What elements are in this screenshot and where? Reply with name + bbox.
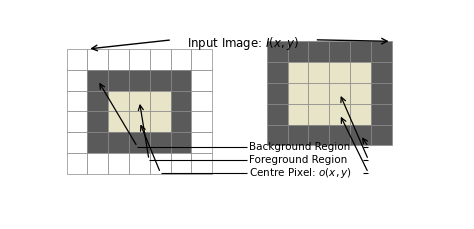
Bar xyxy=(129,112,150,132)
Bar xyxy=(267,125,288,145)
Bar xyxy=(129,49,150,70)
Text: Background Region: Background Region xyxy=(249,142,350,152)
Bar xyxy=(171,132,191,153)
Bar xyxy=(108,112,129,132)
Bar xyxy=(288,83,309,104)
Bar xyxy=(129,132,150,153)
Bar xyxy=(87,112,108,132)
Bar xyxy=(350,62,371,83)
Bar xyxy=(309,125,329,145)
Bar xyxy=(150,70,171,91)
Bar xyxy=(87,70,108,91)
Bar xyxy=(108,153,129,174)
Bar xyxy=(329,83,350,104)
Bar xyxy=(171,153,191,174)
Bar xyxy=(150,91,171,112)
Bar xyxy=(87,91,108,112)
Bar xyxy=(150,132,171,153)
Bar xyxy=(329,41,350,62)
Bar xyxy=(371,41,392,62)
Text: Centre Pixel: $\mathit{o}(x, y)$: Centre Pixel: $\mathit{o}(x, y)$ xyxy=(249,166,352,180)
Bar xyxy=(350,41,371,62)
Bar xyxy=(191,91,212,112)
Text: Input Image: $\mathit{I}(x, y)$: Input Image: $\mathit{I}(x, y)$ xyxy=(187,35,299,52)
Bar xyxy=(329,104,350,125)
Bar xyxy=(87,132,108,153)
Bar xyxy=(267,83,288,104)
Bar xyxy=(108,91,129,112)
Bar xyxy=(191,132,212,153)
Bar xyxy=(329,125,350,145)
Bar xyxy=(108,70,129,91)
Bar xyxy=(267,62,288,83)
Bar xyxy=(150,49,171,70)
Bar xyxy=(371,62,392,83)
Bar xyxy=(350,125,371,145)
Bar xyxy=(309,41,329,62)
Bar xyxy=(150,153,171,174)
Bar xyxy=(288,41,309,62)
Bar xyxy=(66,153,87,174)
Bar xyxy=(191,153,212,174)
Bar xyxy=(129,91,150,112)
Bar xyxy=(191,70,212,91)
Bar xyxy=(150,112,171,132)
Bar xyxy=(171,70,191,91)
Bar xyxy=(129,70,150,91)
Bar xyxy=(87,49,108,70)
Bar xyxy=(108,132,129,153)
Bar xyxy=(371,104,392,125)
Bar xyxy=(108,49,129,70)
Bar xyxy=(66,70,87,91)
Bar xyxy=(309,83,329,104)
Bar xyxy=(350,104,371,125)
Bar xyxy=(288,125,309,145)
Bar xyxy=(371,83,392,104)
Bar xyxy=(309,104,329,125)
Bar xyxy=(191,49,212,70)
Bar xyxy=(129,153,150,174)
Bar xyxy=(87,153,108,174)
Bar xyxy=(171,49,191,70)
Bar xyxy=(329,62,350,83)
Bar xyxy=(66,91,87,112)
Bar xyxy=(309,62,329,83)
Text: Foreground Region: Foreground Region xyxy=(249,155,347,165)
Bar xyxy=(371,125,392,145)
Bar xyxy=(66,132,87,153)
Bar xyxy=(288,104,309,125)
Bar xyxy=(66,112,87,132)
Bar xyxy=(267,41,288,62)
Bar xyxy=(288,62,309,83)
Bar xyxy=(350,83,371,104)
Bar xyxy=(66,49,87,70)
Bar xyxy=(267,104,288,125)
Bar xyxy=(191,112,212,132)
Bar xyxy=(171,112,191,132)
Bar xyxy=(171,91,191,112)
